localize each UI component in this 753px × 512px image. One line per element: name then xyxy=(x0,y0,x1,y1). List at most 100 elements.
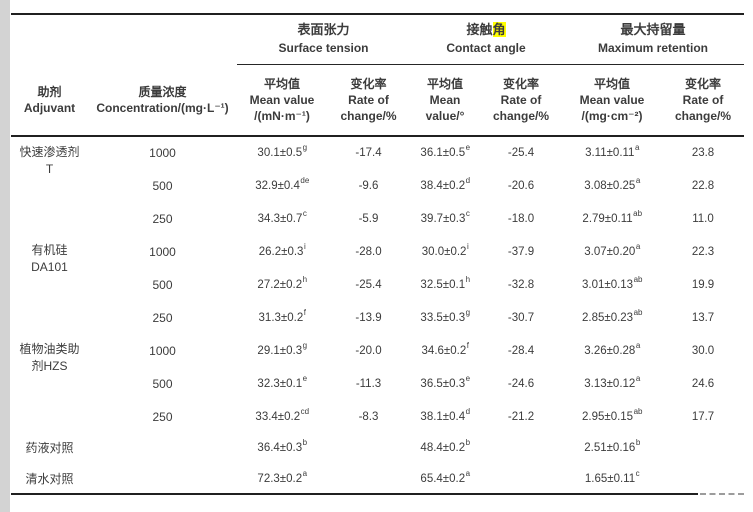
cell-value: 39.7±0.3 xyxy=(420,212,466,225)
cell-value: 38.1±0.4 xyxy=(420,410,466,423)
cell-value: 11.0 xyxy=(692,212,714,225)
col-header-line: Rate of xyxy=(500,92,542,107)
contact-angle-mean: 36.1±0.5e xyxy=(410,136,480,169)
contact-angle-mean: 38.4±0.2d xyxy=(410,169,480,202)
faded-rule-fragment xyxy=(700,493,744,495)
control-row: 药液对照 36.4±0.3b 48.4±0.2b 2.51±0.16b xyxy=(11,433,744,463)
contact-angle-mean: 32.5±0.1h xyxy=(410,268,480,301)
group-header-spacer xyxy=(11,14,237,64)
retention-mean: 2.85±0.23ab xyxy=(562,301,662,334)
surface-tension-rate: -20.0 xyxy=(327,334,410,367)
concentration-value: 500 xyxy=(152,376,173,391)
col-header-ca-mean: 平均值 Mean value/° xyxy=(410,64,480,137)
cell-value: 3.07±0.20 xyxy=(584,245,636,258)
significance-letter: f xyxy=(466,340,469,350)
group-max-retention: 最大持留量 Maximum retention xyxy=(562,14,745,65)
significance-letter: g xyxy=(302,340,308,350)
search-highlight: 角 xyxy=(492,22,506,38)
significance-letter: g xyxy=(302,143,308,153)
significance-letter: a xyxy=(635,175,641,185)
adjuvant-label-line: T xyxy=(45,162,54,176)
contact-angle-mean: 48.4±0.2b xyxy=(410,433,480,463)
data-row: 250 33.4±0.2cd -8.3 38.1±0.4d -21.2 2.95±0.15… xyxy=(11,400,744,433)
significance-letter: d xyxy=(465,406,471,416)
cell-value: -20.6 xyxy=(507,179,535,192)
table-body: 快速渗透剂 T 1000 30.1±0.5g -17.4 36.1±0.5e -25.4 3.… xyxy=(11,136,744,495)
cell-value: 33.4±0.2 xyxy=(255,410,301,423)
surface-tension-mean: 26.2±0.3i xyxy=(237,235,327,268)
contact-angle-rate: -24.6 xyxy=(480,367,562,400)
col-header-mr-mean: 平均值 Mean value /(mg·cm⁻²) xyxy=(562,64,662,137)
significance-letter: ab xyxy=(633,274,643,284)
cell-value: 48.4±0.2 xyxy=(420,442,466,454)
col-header-mr-rate: 变化率 Rate of change/% xyxy=(662,64,745,137)
col-header-concentration: 质量浓度 Concentration/(mg·L⁻¹) xyxy=(88,64,237,137)
cell-value: -5.9 xyxy=(358,212,379,225)
concentration-value: 500 xyxy=(152,178,173,193)
group-surface-tension-zh: 表面张力 xyxy=(297,22,350,38)
retention-rate: 22.8 xyxy=(662,169,744,202)
data-row: 500 32.9±0.4de -9.6 38.4±0.2d -20.6 3.08±0.25… xyxy=(11,169,744,202)
adjuvant-label-line: 植物油类助 xyxy=(19,342,80,356)
contact-angle-mean: 36.5±0.3e xyxy=(410,367,480,400)
cell-value: 22.3 xyxy=(691,245,715,258)
contact-angle-mean: 34.6±0.2f xyxy=(410,334,480,367)
data-row: 250 31.3±0.2f -13.9 33.5±0.3g -30.7 2.85±0.23… xyxy=(11,301,744,334)
surface-tension-rate: -17.4 xyxy=(327,136,410,169)
contact-angle-mean: 65.4±0.2a xyxy=(410,463,480,495)
results-table: 表面张力 Surface tension 接触角 Contact angle 最… xyxy=(11,13,745,495)
cell-value: 36.1±0.5 xyxy=(420,147,466,159)
data-row: 500 27.2±0.2h -25.4 32.5±0.1h -32.8 3.01±0.13… xyxy=(11,268,744,301)
control-row: 清水对照 72.3±0.2a 65.4±0.2a 1.65±0.11c xyxy=(11,463,744,495)
cell-value: -32.8 xyxy=(507,278,535,291)
retention-rate: 23.8 xyxy=(662,136,744,169)
group-contact-angle-zh: 接触角 xyxy=(410,21,562,39)
surface-tension-rate: -9.6 xyxy=(327,169,410,202)
contact-angle-rate: -28.4 xyxy=(480,334,562,367)
cell-value: -20.0 xyxy=(355,344,382,357)
significance-letter: ab xyxy=(633,406,643,416)
retention-mean: 3.26±0.28a xyxy=(562,334,662,367)
group-contact-angle-en: Contact angle xyxy=(446,41,526,56)
col-header-ca-rate: 变化率 Rate of change/% xyxy=(480,64,562,137)
contact-angle-mean: 30.0±0.2i xyxy=(410,235,480,268)
cell-value: 36.4±0.3 xyxy=(257,442,303,454)
col-header-adjuvant: 助剂 Adjuvant xyxy=(11,64,88,137)
retention-mean: 3.11±0.11a xyxy=(562,136,662,169)
retention-mean: 2.79±0.11ab xyxy=(562,202,662,235)
window-left-edge xyxy=(0,0,10,512)
surface-tension-rate: -5.9 xyxy=(327,202,410,235)
col-header-line: Concentration/(mg·L⁻¹) xyxy=(96,100,229,115)
surface-tension-rate: -11.3 xyxy=(327,367,410,400)
retention-mean: 3.07±0.20a xyxy=(562,235,662,268)
col-header-line: /(mN·m⁻¹) xyxy=(254,108,310,123)
retention-mean: 2.51±0.16b xyxy=(562,433,662,463)
col-header-line: 变化率 xyxy=(350,76,387,91)
column-header-row: 助剂 Adjuvant 质量浓度 Concentration/(mg·L⁻¹) … xyxy=(11,64,745,137)
col-header-st-mean: 平均值 Mean value /(mN·m⁻¹) xyxy=(237,64,327,137)
cell-value: 36.5±0.3 xyxy=(420,377,466,390)
contact-angle-rate xyxy=(480,463,562,495)
adjuvant-label: 植物油类助 剂HZS xyxy=(11,334,88,433)
cell-value: -30.7 xyxy=(507,311,535,324)
significance-letter: a xyxy=(465,469,471,479)
surface-tension-mean: 32.9±0.4de xyxy=(237,169,327,202)
surface-tension-mean: 33.4±0.2cd xyxy=(237,400,327,433)
cell-value: -37.9 xyxy=(507,245,535,258)
group-max-retention-zh: 最大持留量 xyxy=(620,22,686,38)
cell-value: 2.85±0.23 xyxy=(582,311,634,324)
contact-angle-rate: -37.9 xyxy=(480,235,562,268)
retention-rate: 30.0 xyxy=(662,334,744,367)
contact-angle-mean: 38.1±0.4d xyxy=(410,400,480,433)
adjuvant-label: 快速渗透剂 T xyxy=(11,136,88,235)
cell-value: 2.79±0.11 xyxy=(582,212,633,225)
adjuvant-label: 清水对照 xyxy=(11,463,88,495)
cell-value: 22.8 xyxy=(691,179,715,192)
contact-angle-rate: -30.7 xyxy=(480,301,562,334)
group-contact-angle: 接触角 Contact angle xyxy=(410,14,562,65)
cell-value: -28.4 xyxy=(507,344,535,357)
cell-value: -25.4 xyxy=(355,278,382,291)
cell-value: 31.3±0.2 xyxy=(258,311,304,324)
cell-value: 3.13±0.12 xyxy=(584,377,636,390)
significance-letter: a xyxy=(635,373,641,383)
